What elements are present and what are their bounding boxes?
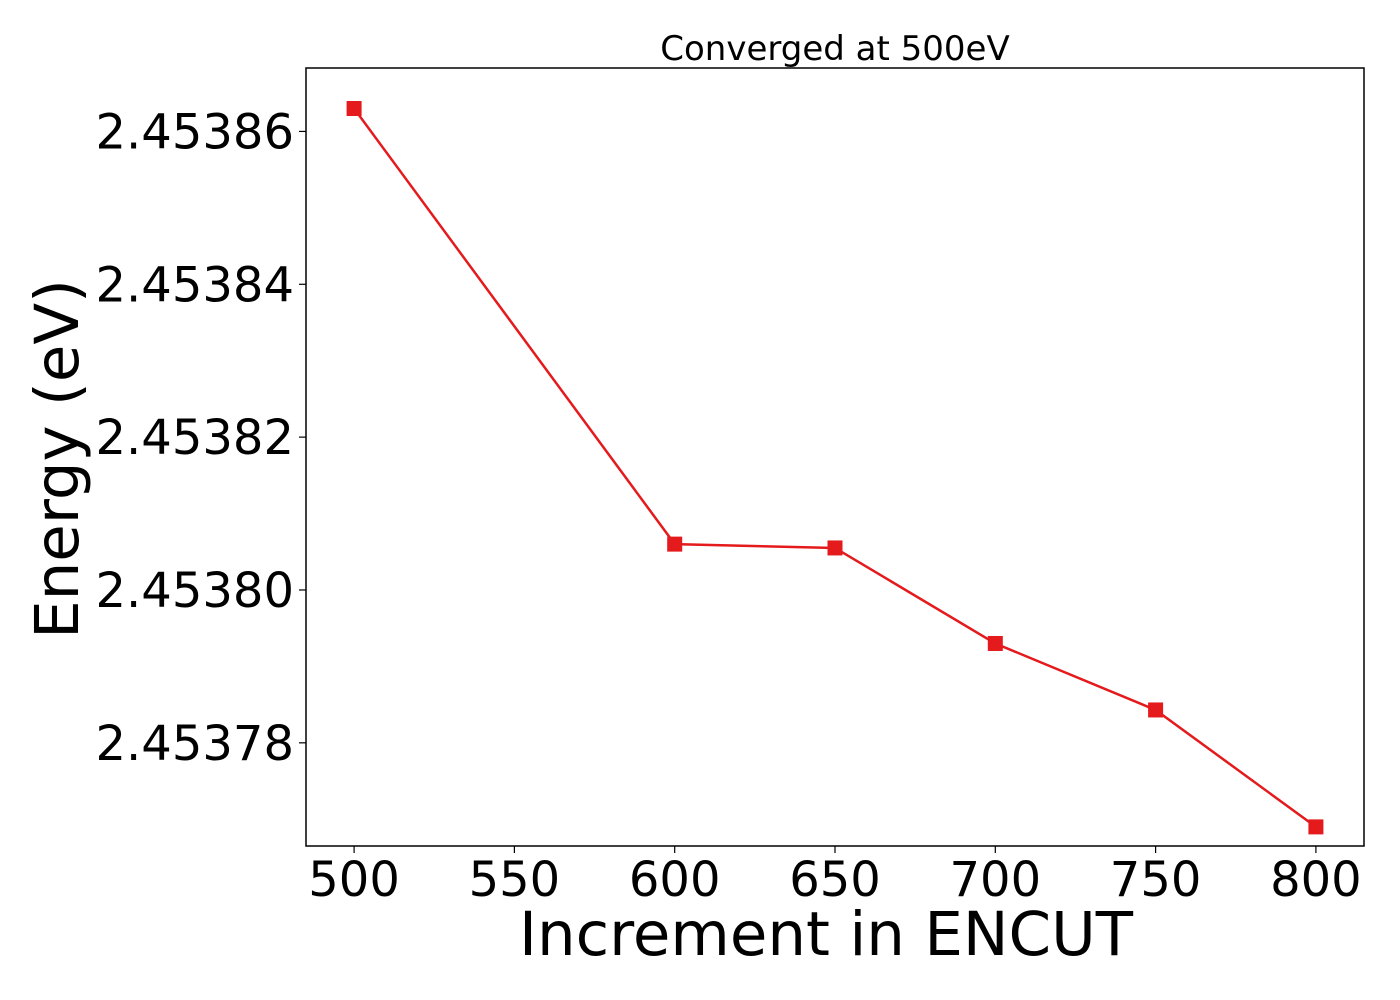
data-point — [987, 635, 1003, 651]
data-point — [346, 101, 362, 117]
x-tick-label: 600 — [629, 852, 721, 908]
x-tick-label: 550 — [469, 852, 561, 908]
data-point — [1308, 819, 1324, 835]
plot-frame — [305, 67, 1365, 847]
ticks-layer: 500 550 600 650 700 750 800 2.45378 2.45380 2.453… — [96, 104, 1362, 908]
y-tick-label: 2.45380 — [96, 563, 295, 619]
data-point — [1148, 702, 1164, 718]
plot-area — [305, 67, 1365, 847]
x-tick-label: 800 — [1270, 852, 1362, 908]
x-tick-label: 500 — [308, 852, 400, 908]
x-tick-label: 650 — [789, 852, 881, 908]
y-tick-label: 2.45384 — [96, 257, 295, 313]
series-layer — [346, 101, 1324, 835]
data-point — [827, 540, 843, 556]
y-tick-label: 2.45386 — [96, 104, 295, 160]
y-axis-label: Energy (eV) — [22, 279, 93, 639]
x-tick-label: 750 — [1110, 852, 1202, 908]
y-tick-label: 2.45382 — [96, 410, 295, 466]
y-tick-label: 2.45378 — [96, 716, 295, 772]
data-point — [667, 536, 683, 552]
x-tick-label: 700 — [949, 852, 1041, 908]
series-line — [353, 107, 1317, 828]
chart-title: Converged at 500eV — [660, 29, 1009, 69]
x-axis-label: Increment in ENCUT — [519, 899, 1134, 970]
